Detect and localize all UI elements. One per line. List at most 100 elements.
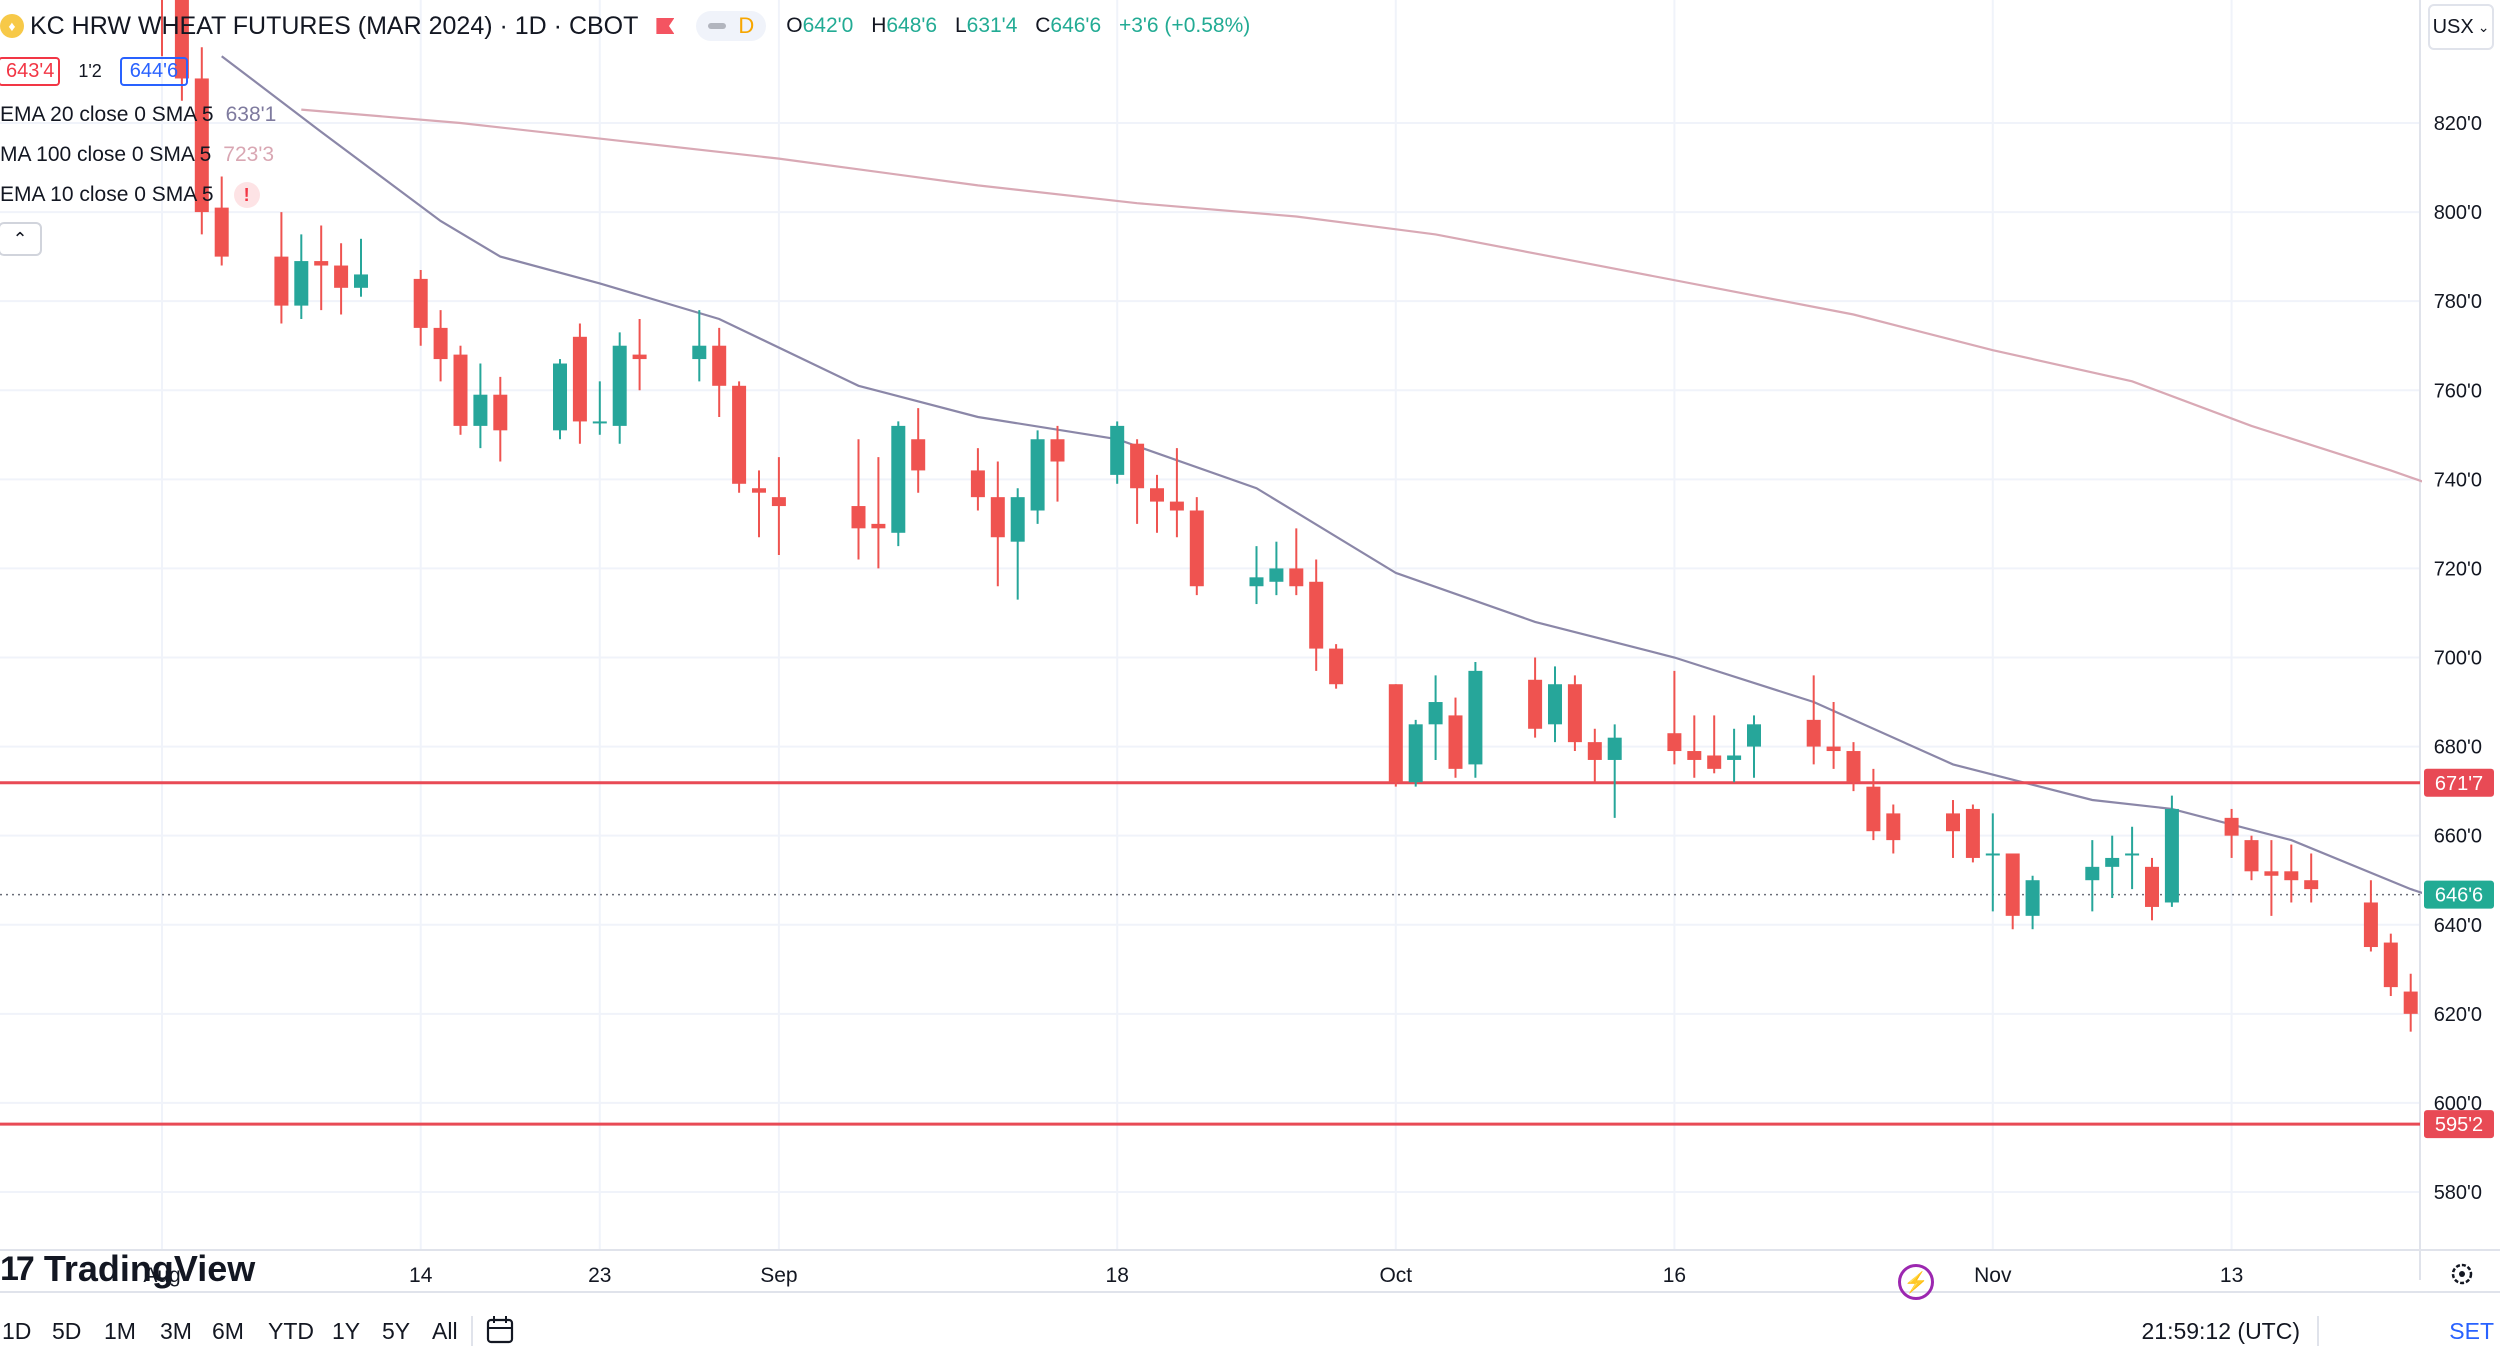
- y-tick-label: 620'0: [2434, 1004, 2482, 1026]
- x-tick-label: Sep: [760, 1264, 797, 1287]
- session-button[interactable]: SET: [2449, 1318, 2494, 1344]
- y-tick-label: 740'0: [2434, 469, 2482, 491]
- candle-body: [1587, 742, 1602, 760]
- y-tick-label: 600'0: [2434, 1093, 2482, 1115]
- change-value: +3'6 (+0.58%): [1118, 14, 1251, 37]
- settings-gear-icon[interactable]: [2451, 1263, 2473, 1285]
- candle-body: [1747, 724, 1761, 747]
- candle-body: [2224, 817, 2239, 836]
- candle-body: [970, 470, 985, 498]
- indicator-label: EMA 10 close 0 SMA 5: [0, 183, 214, 206]
- candle-body: [1946, 813, 1960, 832]
- buy-price-button[interactable]: 644'6: [119, 56, 189, 86]
- y-tick-label: 780'0: [2434, 291, 2482, 313]
- x-tick-label: Oct: [1379, 1264, 1412, 1287]
- symbol-logo-icon[interactable]: ♦: [0, 14, 24, 38]
- candle-body: [1289, 568, 1304, 587]
- candle-body: [891, 425, 906, 533]
- last-price-label-bg: [2424, 880, 2494, 909]
- candle-body: [1727, 755, 1742, 760]
- ema20-line: [221, 55, 2500, 921]
- candle-body: [1329, 648, 1344, 685]
- candle-body: [1567, 684, 1582, 743]
- candle-body: [1468, 670, 1483, 765]
- candle-body: [1010, 497, 1025, 542]
- x-tick-label: 14: [409, 1264, 433, 1287]
- candle-body: [1866, 786, 1881, 832]
- clock-label[interactable]: 21:59:12 (UTC): [2141, 1318, 2300, 1344]
- calendar-icon[interactable]: [486, 1318, 514, 1344]
- indicator-value: 723'3: [223, 143, 275, 166]
- candle-body: [1130, 443, 1145, 489]
- ohlc-values: O642'0 H648'6 L631'4 C646'6 +3'6 (+0.58%…: [786, 14, 1250, 38]
- candle-body: [194, 78, 209, 213]
- candle-body: [2304, 880, 2319, 890]
- sell-price-button[interactable]: 643'4: [0, 56, 61, 86]
- collapse-legend-button[interactable]: ⌃: [0, 222, 42, 256]
- low-label: L: [954, 14, 967, 37]
- candle-body: [1428, 702, 1443, 725]
- candle-body: [632, 354, 647, 360]
- candle-body: [1269, 568, 1284, 582]
- timeframe-6m[interactable]: 6M: [212, 1318, 244, 1344]
- candle-body: [334, 265, 349, 288]
- lightning-icon[interactable]: ⚡: [1898, 1264, 1934, 1300]
- logo-text: TradingView: [43, 1248, 256, 1289]
- y-tick-label: 640'0: [2434, 915, 2482, 937]
- candle-body: [871, 523, 886, 529]
- tradingview-logo[interactable]: 17 TradingView: [0, 1248, 255, 1290]
- candle-body: [2085, 866, 2100, 881]
- indicator-ema10[interactable]: EMA 10 close 0 SMA 5 !: [0, 180, 260, 210]
- tv-logo-mark-icon: 17: [0, 1249, 35, 1288]
- indicator-ma100[interactable]: MA 100 close 0 SMA 5 723'3: [0, 140, 274, 170]
- candle-body: [911, 439, 926, 471]
- timeframe-5y[interactable]: 5Y: [382, 1318, 410, 1344]
- candle-body: [612, 345, 627, 426]
- indicator-label: EMA 20 close 0 SMA 5: [0, 103, 214, 126]
- candle-body: [2005, 853, 2020, 916]
- settings-gear-icon-center: [2459, 1271, 2465, 1277]
- symbol-title[interactable]: KC HRW WHEAT FUTURES (MAR 2024) · 1D · C…: [30, 11, 639, 40]
- candle-body: [1667, 733, 1682, 752]
- timeframe-1y[interactable]: 1Y: [332, 1318, 360, 1344]
- candle-body: [493, 394, 508, 431]
- candle-body: [354, 274, 368, 288]
- candle-body: [274, 256, 289, 306]
- indicator-label: MA 100 close 0 SMA 5: [0, 143, 212, 166]
- chevron-up-icon: ⌃: [12, 228, 28, 249]
- price-axis-bg: [2422, 0, 2500, 1248]
- candle-body: [453, 354, 468, 426]
- warning-icon[interactable]: !: [233, 182, 260, 208]
- timeframe-3m[interactable]: 3M: [160, 1318, 192, 1344]
- candle-body: [1050, 439, 1065, 462]
- market-status-flag-icon[interactable]: [656, 18, 675, 34]
- chevron-down-icon: ⌄: [2477, 18, 2490, 35]
- timeframe-ytd[interactable]: YTD: [268, 1318, 314, 1344]
- interval-badge[interactable]: D: [696, 11, 767, 41]
- candle-body: [732, 385, 747, 484]
- y-tick-label: 820'0: [2434, 113, 2482, 135]
- candle-body: [1309, 581, 1324, 649]
- candle-body: [2164, 808, 2179, 903]
- currency-label: USX: [2432, 15, 2474, 38]
- candle-body: [1448, 715, 1463, 769]
- y-tick-label: 580'0: [2434, 1182, 2482, 1204]
- indicator-ema20[interactable]: EMA 20 close 0 SMA 5 638'1: [0, 100, 276, 130]
- x-tick-label: Aug: [143, 1264, 180, 1287]
- ma100-line: [301, 108, 2500, 510]
- timeframe-all[interactable]: All: [432, 1318, 458, 1344]
- candle-body: [553, 363, 567, 431]
- candle-body: [2264, 871, 2279, 876]
- candle-body: [314, 261, 329, 266]
- candle-body: [294, 261, 309, 306]
- timeframe-5d[interactable]: 5D: [52, 1318, 81, 1344]
- timeframe-1d[interactable]: 1D: [2, 1318, 31, 1344]
- hline-price-label-bg: [2424, 1110, 2494, 1139]
- timeframe-1m[interactable]: 1M: [104, 1318, 136, 1344]
- currency-selector[interactable]: USX ⌄: [2428, 4, 2494, 50]
- y-tick-label: 760'0: [2434, 380, 2482, 402]
- candle-body: [2125, 853, 2140, 856]
- candle-body: [692, 345, 707, 360]
- close-value: 646'6: [1050, 14, 1102, 37]
